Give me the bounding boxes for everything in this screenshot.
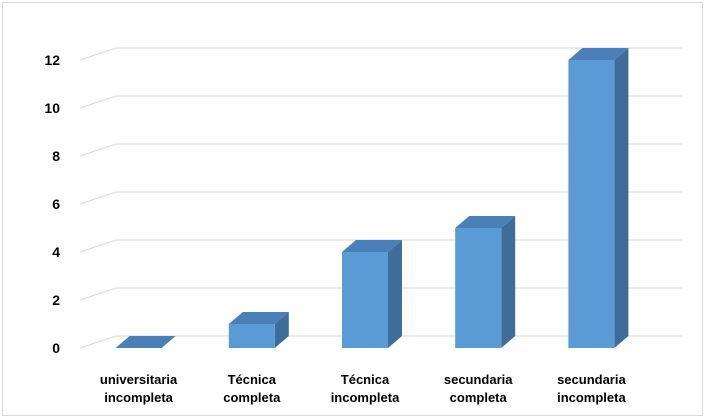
bar-side-face <box>501 216 516 348</box>
gridline-8 <box>79 143 682 157</box>
bar-top-face <box>568 48 629 60</box>
x-axis-categories: universitaria incompleta Técnica completa Té… <box>100 372 627 405</box>
x-category-label: secundaria <box>444 372 513 387</box>
x-category-label: completa <box>450 390 508 405</box>
bar-top-face <box>342 240 402 252</box>
x-category-label: incompleta <box>331 390 400 405</box>
y-tick-label: 8 <box>52 148 60 164</box>
bar-0 <box>115 336 176 348</box>
y-axis-ticks: 0 2 4 6 8 10 12 <box>44 52 60 356</box>
gridline-10 <box>79 95 682 109</box>
bar-1 <box>228 312 289 348</box>
x-category-label: completa <box>223 390 281 405</box>
y-tick-label: 6 <box>52 196 60 212</box>
bar-top-face <box>115 336 176 348</box>
bar-front-face <box>455 228 502 348</box>
bar-front-face <box>568 60 615 348</box>
y-tick-label: 2 <box>52 292 60 308</box>
x-category-label: incompleta <box>104 390 173 405</box>
x-category-label: Técnica <box>341 372 390 387</box>
gridline-6 <box>79 191 682 205</box>
bar-4 <box>568 48 629 348</box>
x-category-label: universitaria <box>100 372 178 387</box>
bar-front-face <box>342 252 388 348</box>
y-tick-label: 12 <box>44 52 60 68</box>
bar-3 <box>455 216 516 348</box>
bar-front-face <box>228 324 275 348</box>
y-tick-label: 0 <box>52 340 60 356</box>
x-category-label: incompleta <box>557 390 626 405</box>
bar-top-face <box>455 216 516 228</box>
bars <box>115 48 629 348</box>
bar-side-face <box>388 240 402 348</box>
y-tick-label: 4 <box>52 244 60 260</box>
bar-side-face <box>614 48 629 348</box>
bar-2 <box>342 240 402 348</box>
gridline-12 <box>79 47 682 61</box>
bar-top-face <box>228 312 289 324</box>
x-category-label: Técnica <box>228 372 277 387</box>
x-category-label: secundaria <box>557 372 626 387</box>
y-tick-label: 10 <box>44 100 60 116</box>
